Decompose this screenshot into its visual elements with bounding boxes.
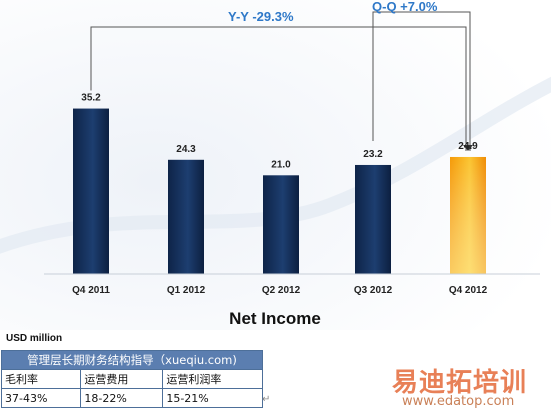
header-operating-expense: 运营费用 xyxy=(80,369,164,389)
bar-q2-2012 xyxy=(263,175,299,274)
bar-highlight-sheen xyxy=(450,156,486,274)
value-operating-expense: 18-22% xyxy=(80,388,164,408)
x-tick-label: Q4 2011 xyxy=(72,285,110,296)
table-title: 管理层长期财务结构指导（xueqiu.com) xyxy=(1,350,263,370)
bar-q3-2012 xyxy=(355,164,391,274)
x-tick-label: Q2 2012 xyxy=(262,285,301,296)
value-operating-margin: 15-21% xyxy=(162,388,263,408)
yy-annotation: Y-Y -29.3% xyxy=(228,9,294,24)
yy-bracket xyxy=(90,26,467,151)
x-tick-label: Q1 2012 xyxy=(167,285,206,296)
chart-title: Net Income xyxy=(229,309,321,328)
annotation-layer: Y-Y -29.3% Q-Q +7.0% xyxy=(90,0,473,151)
data-label: 35.2 xyxy=(81,93,101,104)
unit-label: USD million xyxy=(6,333,63,344)
table-value-row: 37-43% 18-22% 15-21% xyxy=(0,388,263,408)
bar-q4-2011 xyxy=(73,108,109,274)
financial-guidance-table: 管理层长期财务结构指导（xueqiu.com) 毛利率 运营费用 运营利润率 3… xyxy=(0,350,263,408)
qq-bracket xyxy=(372,11,471,151)
table-title-row: 管理层长期财务结构指导（xueqiu.com) xyxy=(1,350,263,370)
data-label: 23.2 xyxy=(363,149,383,160)
bar-q1-2012 xyxy=(168,159,204,274)
watermark-logo: 易迪拓培训 xyxy=(392,368,528,398)
header-gross-margin: 毛利率 xyxy=(0,369,82,389)
data-label: 24.3 xyxy=(176,144,196,155)
bars-layer: 35.2 24.3 21.0 23.2 24.9 xyxy=(73,93,486,274)
header-operating-margin: 运营利润率 xyxy=(162,369,263,389)
qq-annotation: Q-Q +7.0% xyxy=(372,0,438,14)
watermark-url: www.edatop.com xyxy=(402,394,515,409)
bracket-arrowhead xyxy=(463,144,473,151)
x-tick-label: Q4 2012 xyxy=(449,285,488,296)
table-header-row: 毛利率 运营费用 运营利润率 xyxy=(0,369,263,389)
data-label: 21.0 xyxy=(271,159,291,170)
data-label: 24.9 xyxy=(458,141,478,152)
x-tick-labels: Q4 2011 Q1 2012 Q2 2012 Q3 2012 Q4 2012 xyxy=(72,285,488,296)
x-tick-label: Q3 2012 xyxy=(354,285,393,296)
value-gross-margin: 37-43% xyxy=(0,388,82,408)
paragraph-mark: ↵ xyxy=(262,394,271,405)
